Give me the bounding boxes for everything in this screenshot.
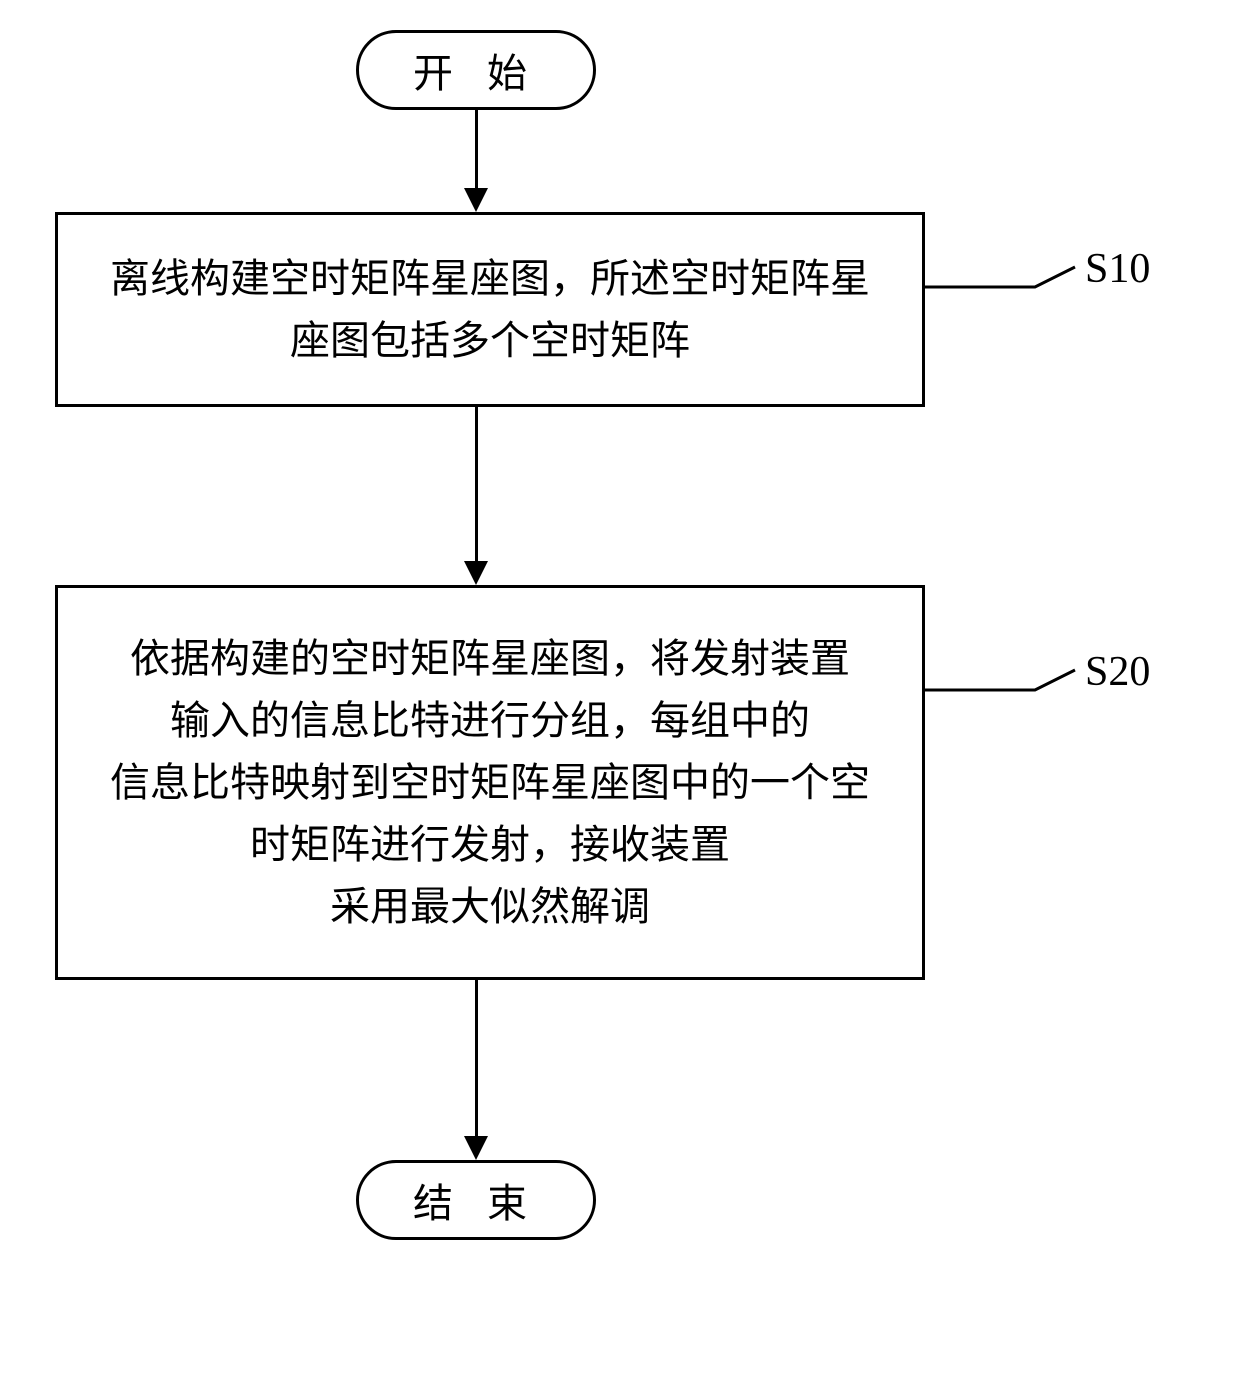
process-s10-text: 离线构建空时矩阵星座图，所述空时矩阵星座图包括多个空时矩阵 (110, 248, 870, 372)
arrowhead-s10-s20 (464, 561, 488, 585)
label-s20: S20 (1085, 648, 1150, 696)
arrow-s20-end (475, 980, 478, 1138)
arrow-start-s10 (475, 110, 478, 190)
connector-s20 (925, 660, 1085, 700)
process-s20-text: 依据构建的空时矩阵星座图，将发射装置输入的信息比特进行分组，每组中的信息比特映射… (110, 628, 870, 938)
arrowhead-s20-end (464, 1136, 488, 1160)
end-node: 结 束 (356, 1160, 596, 1240)
arrowhead-start-s10 (464, 188, 488, 212)
process-s20: 依据构建的空时矩阵星座图，将发射装置输入的信息比特进行分组，每组中的信息比特映射… (55, 585, 925, 980)
process-s10: 离线构建空时矩阵星座图，所述空时矩阵星座图包括多个空时矩阵 (55, 212, 925, 407)
label-s10: S10 (1085, 245, 1150, 293)
start-node: 开 始 (356, 30, 596, 110)
end-label: 结 束 (413, 1171, 539, 1229)
arrow-s10-s20 (475, 407, 478, 563)
connector-s10 (925, 257, 1085, 297)
start-label: 开 始 (413, 41, 539, 99)
